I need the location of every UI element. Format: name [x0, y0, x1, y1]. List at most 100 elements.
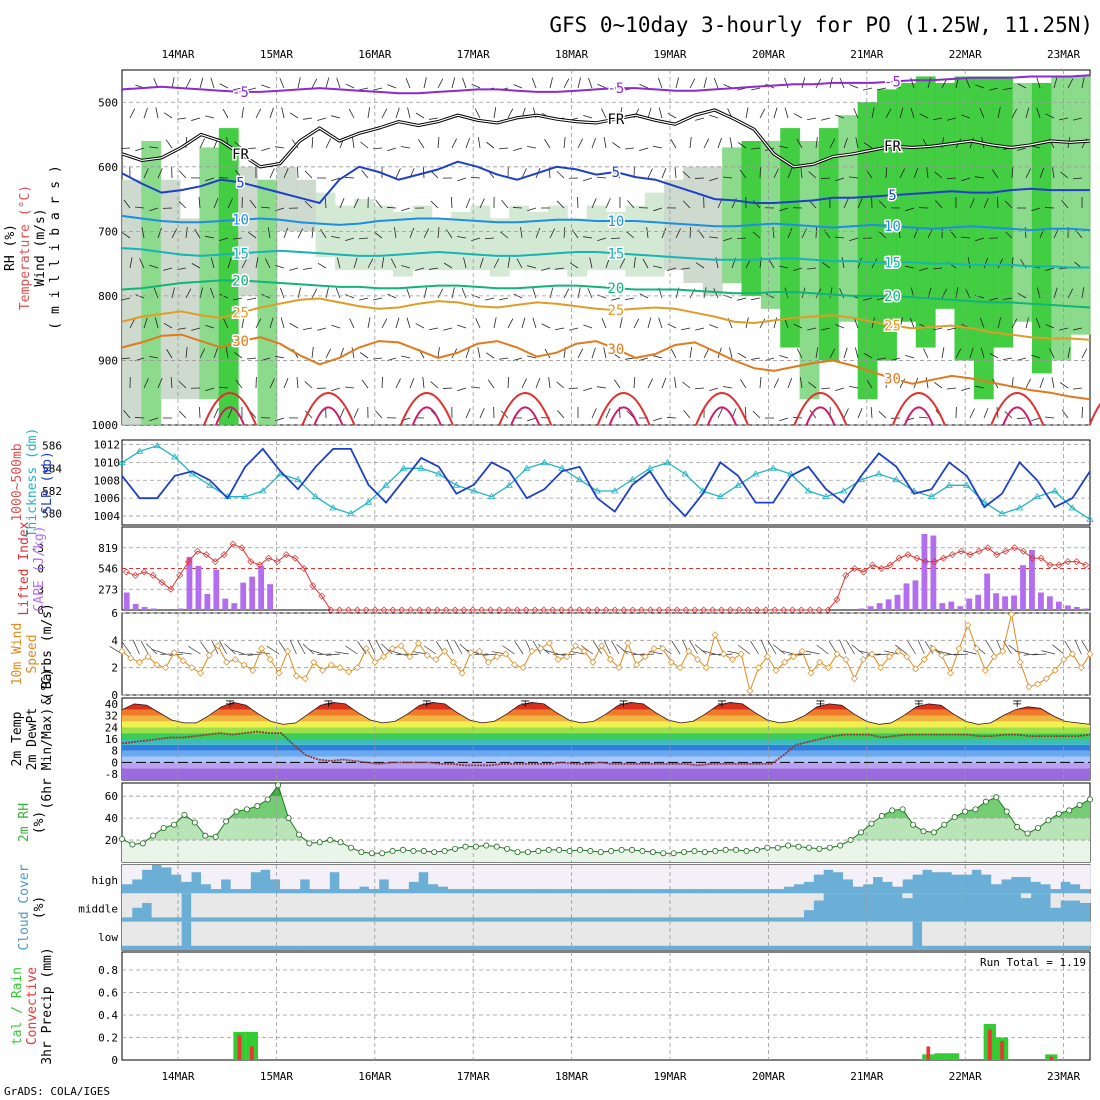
cloud-gap	[981, 921, 992, 946]
cloud-gap	[349, 921, 360, 946]
cloud-gap	[339, 865, 350, 890]
wind-speed-marker	[859, 655, 867, 663]
wind-barb	[796, 348, 803, 359]
cape-bar	[1011, 595, 1017, 610]
wind-barb	[484, 237, 495, 240]
cloud-gap	[447, 893, 459, 918]
cloud-gap	[872, 921, 883, 946]
wind-speed-marker	[781, 658, 789, 666]
wind-barb	[694, 387, 705, 390]
wind-barb	[1004, 200, 1013, 209]
wind-barb	[1044, 416, 1055, 419]
wind-speed-marker	[153, 661, 161, 669]
rh-marker	[878, 812, 885, 819]
wind-barb	[935, 200, 943, 209]
rh-marker	[795, 843, 802, 850]
wind-barb	[194, 228, 201, 239]
thickness-marker	[1068, 504, 1077, 511]
wind-barb	[205, 115, 215, 119]
lifted-index-marker	[877, 565, 885, 572]
wind-barb	[345, 83, 355, 89]
cloud-gap	[250, 893, 261, 918]
cloud-gap	[675, 893, 686, 918]
cloud-gap	[319, 921, 330, 946]
wind-barb	[563, 78, 570, 89]
wind-barb	[851, 644, 864, 655]
cloud-gap	[754, 893, 765, 918]
thickness-marker	[153, 441, 161, 449]
wind-barb	[753, 200, 761, 209]
wind-barb	[185, 288, 192, 299]
wind-barb	[1025, 168, 1031, 179]
wind-barb	[430, 170, 439, 179]
panel-label: RH (%)	[3, 224, 18, 271]
wind-barb	[918, 416, 929, 419]
wind-barb	[849, 237, 859, 242]
wind-barb	[325, 138, 331, 149]
rh-column	[935, 82, 955, 309]
wind-barb	[415, 267, 425, 271]
cloud-gap	[457, 865, 469, 890]
slp-tick: 1010	[94, 456, 121, 469]
lifted-index-tick: 3	[37, 583, 44, 596]
lifted-index-marker	[1002, 547, 1010, 555]
cloud-gap	[319, 893, 330, 918]
wind-barb	[437, 137, 440, 149]
cloud-gap	[210, 865, 222, 890]
cloud-gap	[171, 893, 182, 918]
cape-tick: 819	[98, 542, 118, 555]
wind-barb	[946, 177, 957, 180]
cloud-gap	[1040, 921, 1051, 946]
wind-barb	[1067, 78, 1074, 89]
wind-barb	[185, 227, 188, 239]
wind-barb	[429, 117, 439, 120]
wind-barb	[709, 387, 719, 392]
wind-speed-marker	[676, 664, 684, 672]
wind-barb	[527, 145, 537, 149]
surface-isotherm-arc	[301, 392, 356, 426]
wind-speed-marker	[885, 653, 893, 661]
wind-barb	[658, 317, 663, 329]
thickness-marker	[206, 481, 214, 488]
wind-barb	[387, 84, 397, 89]
cloud-gap	[773, 893, 785, 918]
wind-barb	[666, 417, 677, 419]
cloud-gap	[280, 893, 291, 918]
wind-barb	[1053, 77, 1058, 89]
cloud-gap	[507, 921, 518, 946]
wind-barb	[910, 107, 915, 119]
wind-barb	[199, 77, 204, 89]
wind-barb	[849, 385, 859, 389]
wind-barb	[919, 113, 929, 119]
cloud-gap	[803, 865, 814, 882]
cloud-gap	[151, 921, 162, 946]
wind-barb	[336, 77, 341, 89]
wind-barb	[527, 355, 537, 359]
rh-marker	[597, 849, 604, 856]
wind-barb	[1035, 317, 1041, 329]
wind-barb	[465, 408, 471, 419]
cape-bar	[1002, 596, 1008, 610]
top-date-label: 17MAR	[457, 48, 490, 61]
wind-barb	[248, 231, 257, 239]
wind-barb	[302, 643, 315, 655]
wind-speed-marker	[397, 642, 405, 650]
cloud-gap	[803, 921, 814, 946]
wind-barb	[395, 168, 401, 179]
wind-barb	[989, 297, 999, 301]
wind-barb	[603, 137, 607, 149]
rh-marker	[816, 845, 823, 852]
wind-barb	[166, 349, 173, 359]
bottom-date-label: 21MAR	[850, 1070, 883, 1083]
thickness-marker	[487, 492, 496, 500]
cloud-gap	[418, 921, 429, 946]
wind-barb	[913, 228, 919, 239]
wind-barb	[1031, 207, 1041, 212]
panel-label: tal / Rain	[10, 967, 25, 1045]
wind-barb	[603, 347, 607, 359]
wind-barb	[884, 650, 899, 655]
rh-column	[664, 179, 684, 271]
wind-barb	[767, 640, 777, 655]
bottom-date-label: 18MAR	[555, 1070, 588, 1083]
